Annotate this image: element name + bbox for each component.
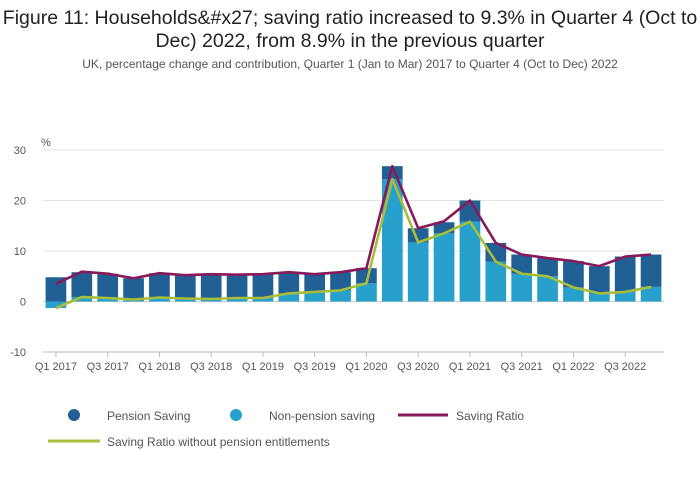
non-pension-bar	[97, 297, 119, 302]
chart-subtitle: UK, percentage change and contribution, …	[82, 57, 618, 71]
legend-label-non-pension-saving: Non-pension saving	[269, 409, 375, 423]
bar-series	[45, 166, 662, 309]
y-tick-label: 0	[20, 297, 26, 309]
pension-bar	[640, 254, 662, 287]
non-pension-bar	[149, 297, 170, 302]
non-pension-bar	[226, 297, 248, 302]
x-tick-label: Q3 2019	[294, 361, 336, 373]
y-axis-unit-label: %	[41, 137, 51, 149]
non-pension-bar	[433, 233, 455, 302]
pension-bar	[563, 261, 584, 288]
non-pension-bar	[459, 221, 481, 302]
x-tick-label: Q3 2022	[604, 361, 646, 373]
non-pension-bar	[252, 297, 274, 302]
non-pension-bar	[45, 301, 67, 309]
non-pension-bar	[381, 179, 403, 302]
x-tick-label: Q1 2017	[35, 361, 77, 373]
pension-bar	[278, 272, 300, 294]
y-tick-label: 10	[14, 246, 26, 258]
non-pension-bar	[640, 286, 662, 302]
pension-bar	[174, 275, 196, 299]
pension-bar	[45, 277, 67, 302]
x-tick-label: Q3 2021	[501, 361, 543, 373]
non-pension-bar	[71, 296, 93, 302]
pension-saving-legend-marker	[68, 409, 80, 421]
pension-bar	[330, 272, 351, 291]
pension-bar	[356, 268, 377, 284]
legend-label-saving-ratio: Saving Ratio	[456, 409, 524, 423]
pension-bar	[123, 278, 144, 300]
x-axis: Q1 2017 Q3 2017 Q1 2018 Q3 2018 Q1 2019 Q3 20…	[35, 351, 664, 373]
saving-ratio-line	[55, 164, 652, 285]
non-pension-bar	[356, 283, 377, 302]
y-axis: -10 0 10 20 30	[10, 145, 26, 359]
non-pension-saving-legend-marker	[230, 409, 242, 421]
x-tick-label: Q1 2022	[552, 361, 594, 373]
non-pension-bar	[174, 298, 196, 302]
pension-bar	[433, 222, 455, 234]
x-tick-label: Q1 2019	[242, 361, 284, 373]
saving-ratio-ex-pension-line	[55, 178, 652, 310]
non-pension-bar	[304, 291, 326, 302]
legend: Pension Saving Non-pension saving Saving R…	[48, 409, 524, 449]
chart-title: Figure 11: Households&#x27; saving ratio…	[2, 7, 698, 52]
y-tick-label: -10	[10, 347, 26, 359]
pension-bar	[252, 274, 274, 298]
pension-bar	[226, 274, 248, 298]
non-pension-bar	[563, 287, 584, 302]
pension-bar	[304, 274, 326, 292]
gridlines	[43, 149, 664, 353]
non-pension-bar	[330, 290, 351, 302]
non-pension-bar	[537, 276, 558, 302]
legend-label-saving-ratio-ex-pension: Saving Ratio without pension entitlement…	[107, 435, 330, 449]
pension-bar	[511, 254, 533, 274]
pension-bar	[537, 258, 558, 277]
non-pension-bar	[511, 273, 533, 302]
pension-bar	[149, 273, 170, 298]
x-tick-label: Q3 2017	[87, 361, 129, 373]
x-tick-label: Q3 2018	[190, 361, 232, 373]
line-series	[55, 164, 652, 310]
x-tick-label: Q1 2018	[138, 361, 180, 373]
y-tick-label: 20	[14, 196, 26, 208]
non-pension-bar	[614, 291, 636, 302]
y-tick-label: 30	[14, 145, 26, 157]
pension-bar	[97, 273, 119, 298]
pension-bar	[71, 272, 93, 297]
legend-label-pension-saving: Pension Saving	[107, 409, 190, 423]
pension-bar	[588, 266, 610, 294]
non-pension-bar	[278, 293, 300, 302]
pension-bar	[614, 256, 636, 292]
non-pension-bar	[485, 261, 507, 302]
x-tick-label: Q1 2020	[345, 361, 387, 373]
x-tick-label: Q1 2021	[449, 361, 491, 373]
x-tick-label: Q3 2020	[397, 361, 439, 373]
pension-bar	[485, 242, 507, 262]
non-pension-bar	[588, 293, 610, 302]
non-pension-bar	[407, 242, 429, 302]
pension-bar	[200, 274, 222, 299]
